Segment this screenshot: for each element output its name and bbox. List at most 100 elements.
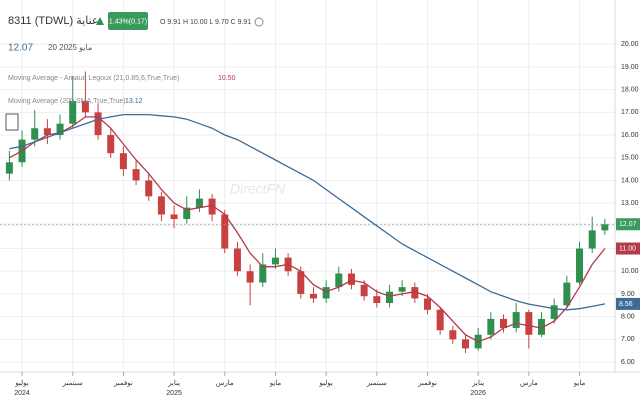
- candle-body: [538, 318, 546, 335]
- x-tick-label: يناير: [471, 379, 484, 387]
- tool-icon[interactable]: [5, 113, 19, 131]
- candle-body: [373, 296, 381, 304]
- price-box-label: 11.00: [619, 245, 636, 252]
- candle-body: [233, 248, 241, 272]
- candle-body: [525, 312, 533, 335]
- plot: [0, 71, 615, 353]
- candle-body: [246, 271, 254, 283]
- candle-body: [94, 112, 102, 136]
- candle-body: [398, 287, 406, 292]
- candle-body: [81, 101, 89, 113]
- candle-body: [436, 309, 444, 331]
- candle-body: [5, 162, 13, 174]
- candle-body: [385, 291, 393, 304]
- y-tick-label: 10.00: [621, 268, 639, 275]
- candle-body: [170, 214, 178, 220]
- x-tick-label: مارس: [520, 379, 538, 387]
- candle-body: [347, 273, 355, 285]
- candle-body: [487, 318, 495, 335]
- candle-body: [119, 153, 127, 170]
- axes: 6.007.008.009.0010.0011.0012.0013.0014.0…: [14, 41, 640, 397]
- candle-body: [43, 128, 51, 136]
- x-tick-label: نوفمبر: [417, 380, 437, 387]
- y-tick-label: 6.00: [621, 359, 635, 366]
- price-box-label: 8.56: [619, 301, 633, 308]
- up-arrow: [96, 17, 104, 25]
- candle-body: [132, 169, 140, 181]
- y-tick-label: 17.00: [621, 109, 639, 116]
- candle-body: [195, 198, 203, 208]
- last-price: 12.07: [8, 43, 33, 54]
- candle-body: [309, 293, 317, 299]
- grid: [0, 0, 615, 372]
- line: [9, 113, 606, 311]
- ohlc-label: O 9.91 H 10.00 L 9.70 C 9.91: [160, 19, 251, 26]
- x-year-label: 2024: [14, 390, 30, 397]
- candle-body: [208, 198, 216, 215]
- candle-body: [259, 264, 267, 283]
- candle-body: [69, 101, 77, 124]
- legend-label: Moving Average (200,SMA,True,True): [8, 98, 126, 105]
- candle-body: [461, 339, 469, 349]
- candle-body: [588, 230, 596, 249]
- candle-body: [360, 284, 368, 297]
- candle-body: [576, 248, 584, 283]
- candle-body: [423, 298, 431, 310]
- y-tick-label: 13.00: [621, 200, 639, 207]
- price-box: [616, 297, 640, 310]
- price-box: [616, 242, 640, 255]
- y-tick-label: 16.00: [621, 132, 639, 139]
- legend-value: 10.50: [218, 75, 236, 82]
- candle-body: [563, 282, 571, 306]
- watermark: DirectFN: [230, 181, 286, 197]
- x-tick-label: سبتمبر: [366, 380, 387, 387]
- candle-body: [183, 207, 191, 220]
- candle-body: [221, 214, 229, 249]
- candle-body: [550, 305, 558, 319]
- y-tick-label: 20.00: [621, 41, 639, 48]
- x-tick-label: يوليو: [14, 379, 28, 387]
- x-tick-label: مارس: [216, 379, 234, 387]
- settings-icon[interactable]: [254, 17, 264, 27]
- x-tick-label: يوليو: [318, 379, 332, 387]
- change-label: 1.43%(0.17): [109, 18, 147, 25]
- candle-body: [271, 257, 279, 265]
- y-tick-label: 15.00: [621, 155, 639, 162]
- candle-body: [145, 180, 153, 197]
- candle-body: [512, 312, 520, 328]
- title: 8311 (TDWL) عناية: [8, 15, 98, 27]
- change-box: [108, 12, 148, 30]
- legend-label: Moving Average - Arnaud Legoux (21,0.85,…: [8, 75, 179, 82]
- y-tick-label: 9.00: [621, 291, 635, 298]
- candle-body: [500, 318, 508, 328]
- y-tick-label: 18.00: [621, 86, 639, 93]
- y-tick-label: 14.00: [621, 177, 639, 184]
- candle-body: [449, 330, 457, 340]
- candle-body: [411, 287, 419, 299]
- x-tick-label: مايو: [573, 379, 586, 387]
- y-tick-label: 19.00: [621, 64, 639, 71]
- candle-body: [56, 123, 64, 136]
- y-tick-label: 7.00: [621, 336, 635, 343]
- line: [9, 116, 606, 343]
- legend-value: 13.12: [125, 98, 143, 105]
- x-year-label: 2025: [166, 390, 182, 397]
- x-year-label: 2026: [470, 390, 486, 397]
- candle-body: [601, 224, 609, 231]
- y-tick-label: 8.00: [621, 313, 635, 320]
- candle-body: [297, 271, 305, 294]
- price-box: [616, 218, 640, 231]
- candle-body: [335, 273, 343, 288]
- candle-body: [157, 196, 165, 215]
- header: 8311 (TDWL) عناية 1.43%(0.17) O 9.91 H 1…: [5, 12, 264, 131]
- x-tick-label: سبتمبر: [62, 380, 83, 387]
- candle-body: [31, 128, 39, 140]
- candle-body: [322, 287, 330, 299]
- x-tick-label: يناير: [167, 379, 180, 387]
- date-label: 20 2025 مايو: [48, 43, 92, 52]
- candle-body: [107, 135, 115, 154]
- x-tick-label: مايو: [269, 379, 282, 387]
- price-box-label: 12.07: [619, 221, 637, 228]
- x-tick-label: نوفمبر: [113, 380, 133, 387]
